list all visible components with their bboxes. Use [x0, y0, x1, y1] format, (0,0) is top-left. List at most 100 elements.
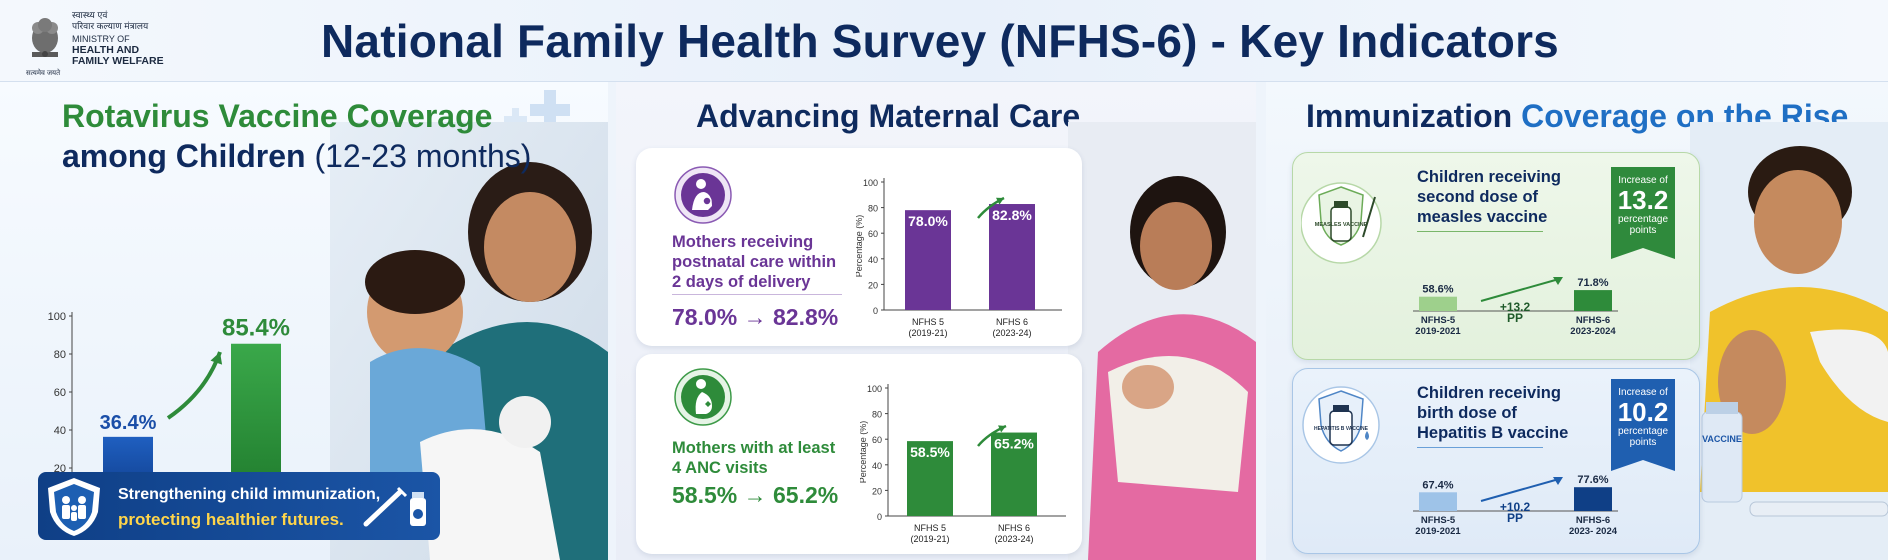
y-tick-label: 0 — [873, 306, 878, 316]
measles-label-line: measles vaccine — [1417, 208, 1548, 226]
measles-label-line: Children receiving — [1417, 168, 1561, 186]
hepb-label-line: Children receiving — [1417, 384, 1561, 402]
ministry-hindi-line-2: परिवार कल्याण मंत्रालय — [72, 21, 149, 31]
x-tick-label: NFHS-6 2023-2024 — [1570, 315, 1616, 337]
ministry-en-line-2: HEALTH AND — [72, 44, 140, 56]
measles-card: MEASLES VACCINE Children receiving secon… — [1292, 152, 1700, 360]
medical-cross-icon — [504, 90, 570, 131]
y-tick-label: 80 — [54, 349, 66, 361]
divider — [672, 294, 842, 295]
postnatal-label-line: Mothers receiving — [672, 233, 814, 251]
y-tick-label: 100 — [48, 311, 66, 323]
data-label: 58.6% — [1422, 284, 1453, 296]
x-tick-label: NFHS-6 2023- 2024 — [1569, 515, 1618, 537]
data-label: 82.8% — [992, 207, 1032, 223]
data-label: 78.0% — [908, 213, 948, 229]
rotavirus-panel: Rotavirus Vaccine Coverage among Childre… — [0, 82, 608, 560]
vial-photo-label: VACCINE — [1702, 434, 1742, 444]
bar — [103, 436, 153, 472]
banner-line-2: protecting healthier futures. — [118, 510, 344, 529]
y-tick-label: 60 — [868, 229, 878, 239]
trend-arrow-head — [998, 425, 1006, 433]
bar — [231, 343, 281, 472]
y-tick-label: 100 — [867, 384, 882, 394]
trend-arrow — [1480, 278, 1560, 302]
pregnant-woman-icon — [674, 368, 732, 426]
rotavirus-title-bold: among Children — [62, 138, 306, 174]
x-tick-label: NFHS 5 (2019-21) — [910, 523, 949, 544]
hepb-vial-label: HEPATITIS B VACCINE — [1314, 426, 1369, 432]
y-tick-label: 60 — [872, 435, 882, 445]
x-tick-label: NFHS 6 (2023-24) — [994, 523, 1033, 544]
ribbon-bottom-text: points — [1629, 437, 1657, 448]
hepb-bar-chart: 67.4% NFHS-5 2019-2021 77.6% NFHS-6 2023- 202… — [1413, 474, 1618, 537]
postnatal-change: 78.0% → 82.8% — [672, 304, 839, 330]
postnatal-label: Mothers receiving postnatal care within … — [672, 232, 836, 292]
ribbon-top-text: Increase of — [1618, 387, 1668, 398]
postnatal-care-card: Mothers receiving postnatal care within … — [636, 148, 1082, 346]
x-tick-label: NFHS 5 (2019-21) — [908, 317, 947, 338]
syringe-vial-icon — [363, 486, 426, 527]
anc-bar-chart: 0 20 40 60 80 100 Percentage (%) 58.5% NFHS 5 (20… — [860, 384, 1066, 544]
y-tick-label: 20 — [872, 486, 882, 496]
child-vaccination-photo: VACCINE — [1690, 122, 1888, 560]
y-tick-label: 40 — [54, 425, 66, 437]
immunization-banner: Strengthening child immunization, protec… — [38, 472, 440, 540]
data-label: 71.8% — [1577, 277, 1608, 289]
y-tick-label: 20 — [868, 280, 878, 290]
anc-label: Mothers with at least 4 ANC visits — [672, 438, 835, 478]
divider — [1417, 231, 1543, 232]
ministry-hindi-line-1: स्वास्थ्य एवं — [72, 10, 108, 20]
ribbon-value: 13.2 — [1617, 185, 1669, 215]
rotavirus-title-age: (12-23 months) — [314, 138, 532, 174]
header-bar: स्वास्थ्य एवं परिवार कल्याण मंत्रालय MIN… — [0, 0, 1888, 82]
y-tick-label: 100 — [863, 178, 878, 188]
hepb-label-line: Hepatitis B vaccine — [1417, 424, 1569, 442]
trend-arrow-head — [996, 197, 1004, 205]
bar — [1419, 492, 1457, 511]
maternal-title: Advancing Maternal Care — [696, 98, 1081, 134]
ribbon-bottom-text: points — [1629, 225, 1657, 236]
y-axis-label: Percentage (%) — [856, 215, 864, 278]
y-tick-label: 80 — [872, 410, 882, 420]
measles-label-line: second dose of — [1417, 188, 1539, 206]
immunization-title-part1: Immunization — [1306, 98, 1513, 134]
anc-label-line: Mothers with at least — [672, 439, 836, 457]
x-tick-label: NFHS-5 2019-2021 — [1415, 315, 1461, 337]
anc-visits-card: Mothers with at least 4 ANC visits 58.5%… — [636, 354, 1082, 554]
change-annotation: +13.2 PP — [1500, 300, 1531, 325]
page-title: National Family Health Survey (NFHS-6) -… — [321, 15, 1559, 67]
postnatal-label-line: 2 days of delivery — [672, 273, 811, 291]
family-shield-icon — [48, 478, 100, 536]
rotavirus-title-line-1: Rotavirus Vaccine Coverage — [62, 98, 493, 134]
bar — [1419, 296, 1457, 311]
mother-baby-vaccination-photo — [330, 122, 608, 560]
data-label: 67.4% — [1422, 479, 1453, 491]
measles-vial-label: MEASLES VACCINE — [1315, 222, 1368, 228]
emblem-motto: सत्यमेव जयते — [26, 70, 61, 77]
anc-change: 58.5% → 65.2% — [672, 482, 839, 508]
data-label: 58.5% — [910, 444, 950, 460]
y-tick-label: 40 — [872, 461, 882, 471]
trend-arrow — [1480, 478, 1560, 502]
immunization-panel: Immunization Coverage on the Rise VACCIN… — [1266, 82, 1888, 560]
hepatitis-b-vaccine-icon: HEPATITIS B VACCINE — [1302, 386, 1380, 464]
trend-arrow-head — [210, 352, 223, 365]
ribbon-bottom-text: percentage — [1617, 214, 1669, 225]
ribbon-bottom-text: percentage — [1617, 426, 1669, 437]
divider — [1417, 447, 1543, 448]
measles-label: Children receiving second dose of measle… — [1417, 167, 1561, 227]
rotavirus-bar-chart: 02040608010036.4%NFHS-5(2019-21)85.4%NFH… — [48, 311, 290, 472]
change-annotation: +10.2 PP — [1500, 500, 1531, 525]
measles-increase-ribbon: Increase of 13.2 percentage points — [1611, 167, 1675, 259]
bar — [1574, 290, 1612, 311]
ribbon-top-text: Increase of — [1618, 175, 1668, 186]
bar — [905, 210, 951, 310]
hepb-label-line: birth dose of — [1417, 404, 1517, 422]
bar — [989, 204, 1035, 310]
trend-arrow — [166, 351, 222, 420]
data-label: 36.4% — [100, 412, 157, 434]
banner-line-1: Strengthening child immunization, — [118, 486, 381, 503]
data-label: 77.6% — [1577, 474, 1608, 486]
y-tick-label: 80 — [868, 204, 878, 214]
